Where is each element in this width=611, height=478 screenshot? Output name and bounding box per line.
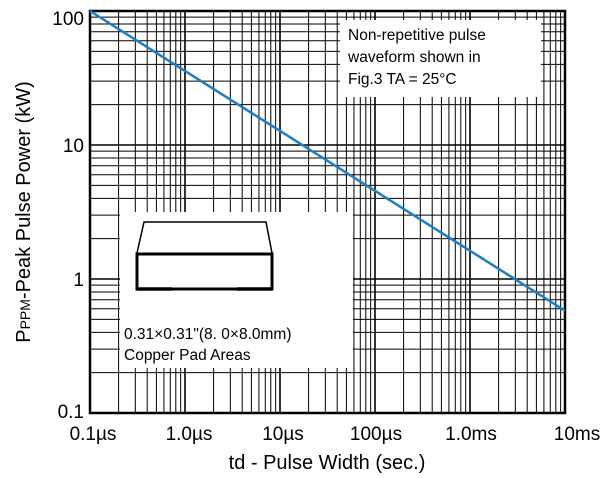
note-line-3: Fig.3 TA = 25°C [348,71,457,88]
x-tick-label: 100µs [350,424,402,445]
y-axis-title-main: P [13,329,35,342]
x-tick-label: 10ms [554,424,600,445]
y-tick-label: 100 [52,9,84,30]
x-tick-labels: 0.1µs 1.0µs 10µs 100µs 1.0ms 10ms [70,424,601,445]
y-tick-label: 1 [73,270,84,291]
x-tick-label: 0.1µs [70,424,117,445]
y-axis-title-rest: -Peak Pulse Power (kW) [13,81,35,299]
note-box [340,20,541,97]
package-body [135,252,274,291]
package-outline [136,221,273,254]
x-tick-label: 1.0ms [445,424,497,445]
x-tick-label: 10µs [262,424,304,445]
note-line-2: waveform shown in [347,49,481,66]
x-axis-title: td - Pulse Width (sec.) [229,452,426,474]
pad-inset: 0.31×0.31"(8. 0×8.0mm) Copper Pad Areas [120,212,353,368]
pad-line-2: Copper Pad Areas [124,347,251,364]
note-line-1: Non-repetitive pulse [348,27,486,44]
y-tick-label: 10 [63,136,84,157]
y-tick-labels: 100 10 1 0.1 [52,9,84,423]
y-axis-title: PPPM-Peak Pulse Power (kW) [13,81,35,343]
plot-frame [88,9,567,415]
series-layer [89,9,566,312]
x-tick-label: 1.0µs [166,424,213,445]
y-tick-label: 0.1 [58,402,84,423]
y-axis-title-sub: PPM [17,299,33,329]
series-line [89,9,566,312]
pad-line-1: 0.31×0.31"(8. 0×8.0mm) [124,326,292,343]
conditions-note: Non-repetitive pulse waveform shown in F… [340,20,541,97]
